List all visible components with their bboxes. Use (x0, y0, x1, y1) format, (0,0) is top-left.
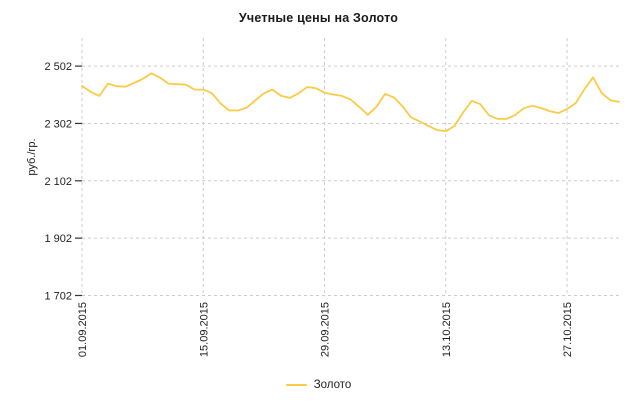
x-tick-label: 15.09.2015 (198, 302, 210, 357)
y-axis-title: руб./гр. (26, 138, 38, 176)
chart-title: Учетные цены на Золото (238, 11, 399, 25)
gold-price-line (81, 72, 620, 133)
legend-line-swatch (285, 384, 307, 386)
y-tick-label: 1 902 (44, 233, 72, 245)
legend-label: Золото (313, 379, 352, 391)
y-tick-label: 2 102 (44, 176, 72, 188)
legend: Золото (0, 379, 637, 391)
chart-plot-area: 01.09.2015 15.09.2015 29.09.2015 13.10.2015… (44, 38, 620, 357)
x-tick-label: 13.10.2015 (441, 302, 453, 357)
x-tick-label: 01.09.2015 (77, 302, 89, 357)
x-tick-label: 29.09.2015 (320, 302, 332, 357)
x-tick-label: 27.10.2015 (562, 302, 574, 357)
y-tick-label: 1 702 (44, 291, 72, 303)
y-tick-label: 2 302 (44, 118, 72, 130)
y-tick-label: 2 502 (44, 61, 72, 73)
